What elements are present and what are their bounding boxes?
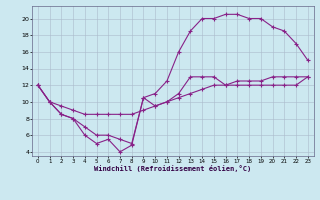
- X-axis label: Windchill (Refroidissement éolien,°C): Windchill (Refroidissement éolien,°C): [94, 165, 252, 172]
